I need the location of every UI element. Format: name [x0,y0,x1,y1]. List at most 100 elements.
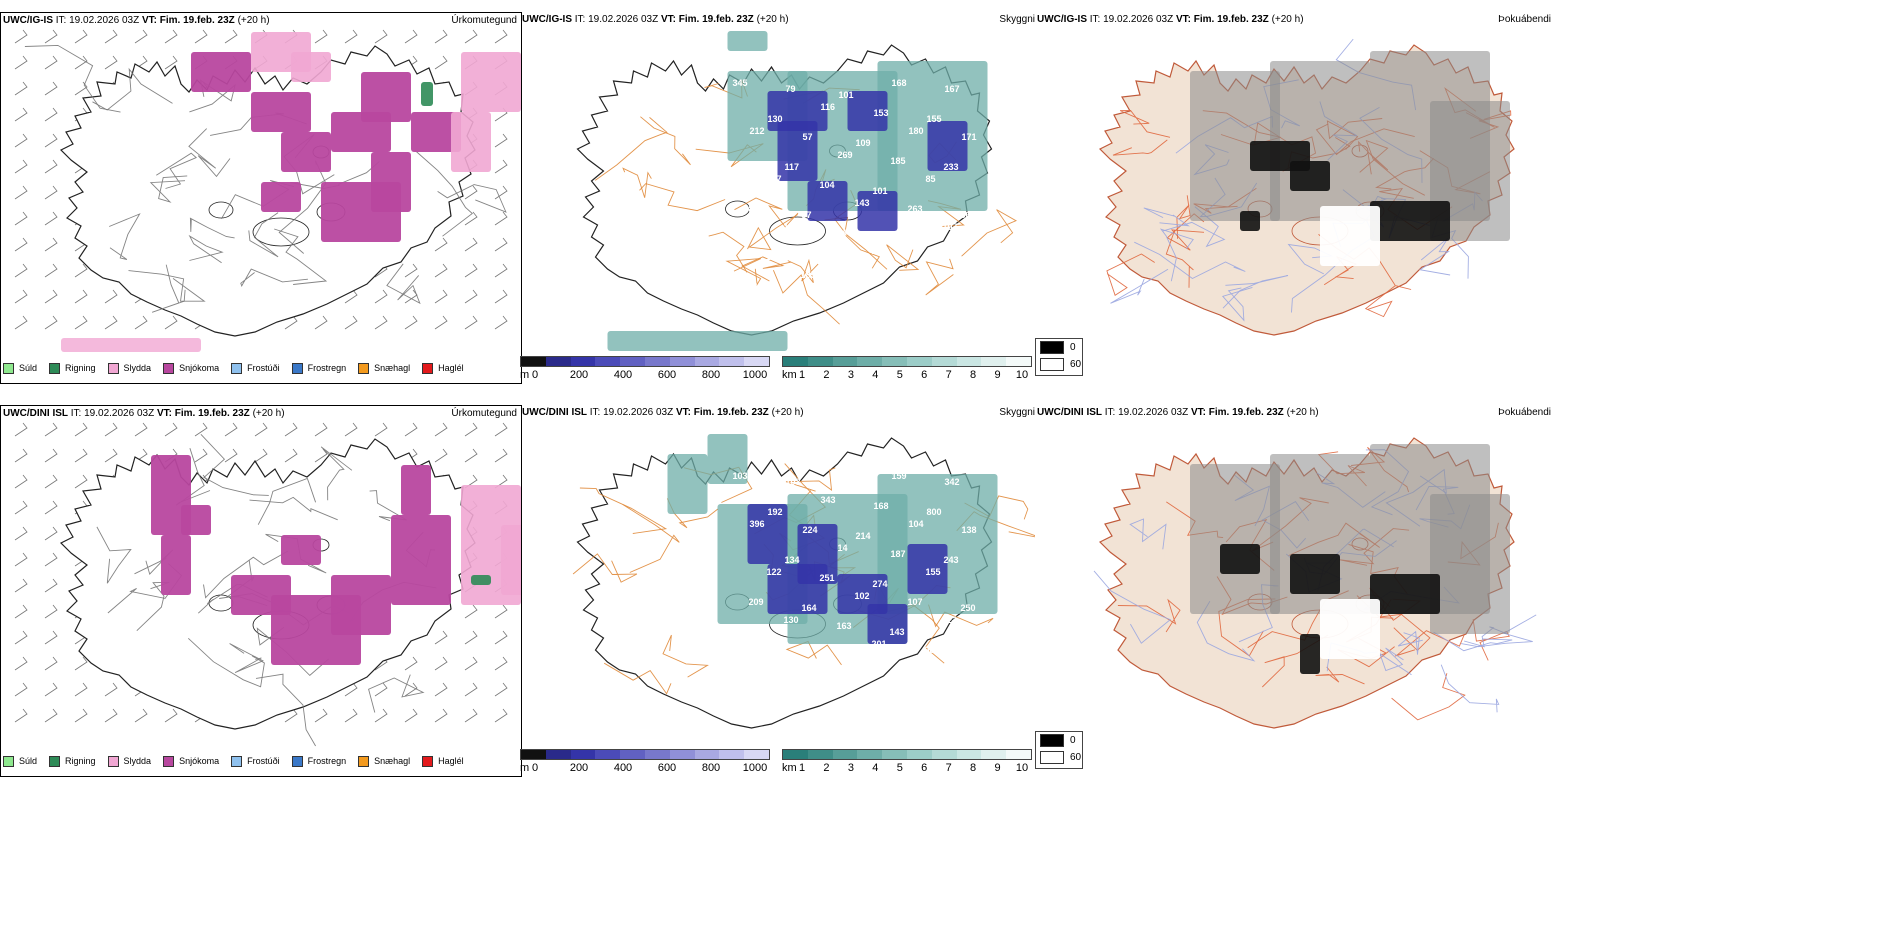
field-title: Skyggni [999,14,1035,25]
visibility-label: 98 [925,645,935,655]
visibility-label: 121 [943,615,958,625]
visibility-label: 233 [944,162,959,172]
legend-swatch [163,362,175,374]
legend-label: Snjókoma [179,363,220,373]
colorbar-cell [545,750,571,759]
legend-label: Haglél [438,363,464,373]
distance-colorbar: km 1 2 3 4 5 6 7 8 9 10 [782,356,1032,381]
panel-header: UWC/IG-IS IT: 19.02.2026 03Z VT: Fim. 19… [522,14,789,25]
visibility-label: 101 [839,90,854,100]
visibility-label: 104 [820,180,835,190]
fog-legend-value: 0 [1070,342,1076,353]
iceland-coastline: 103 103 127 159 342 192 343 168 800 396 224 214 104 1… [572,434,1035,729]
iceland-coastline [1093,437,1537,729]
colorbar-cell [545,357,571,366]
colorbar-tick: 4 [872,369,879,381]
visibility-label: 138 [962,525,977,535]
panel-header: UWC/DINI ISL IT: 19.02.2026 03Z VT: Fim.… [522,407,804,418]
legend-label: Frostregn [307,756,347,766]
visibility-label: 155 [927,114,942,124]
legend-label: Slydda [123,363,152,373]
visibility-label: 274 [873,579,888,589]
colorbar-cell [882,750,907,759]
colorbar-cell [694,750,720,759]
colorbar-tick: 0 [531,762,539,774]
visibility-label: 167 [945,84,960,94]
colorbar-cell [521,750,546,759]
colorbar-strip [520,356,770,367]
colorbar-strip [782,749,1032,760]
visibility-label: 122 [767,567,782,577]
colorbar-tick: 1 [798,369,806,381]
colorbar-tick: 800 [701,369,721,381]
colorbar-tick: 400 [613,762,633,774]
visibility-label: 251 [820,573,835,583]
visibility-label: 153 [874,108,889,118]
legend-item: Súld [3,362,38,374]
visibility-label: 127 [839,483,854,493]
field-title: Þokuábendi [1498,14,1551,25]
legend-label: Slydda [123,756,152,766]
colorbar-unit: km [782,762,797,774]
legend-label: Snæhagl [374,756,411,766]
visibility-label: 79 [786,84,796,94]
colorbar-tick: 0 [531,369,539,381]
precip-legend: Súld Rigning Slydda Snjókoma Frostúði Frostre… [3,750,476,772]
colorbar-cell [807,750,833,759]
visibility-label: 210 [766,645,781,655]
legend-item: Rigning [49,362,96,374]
colorbar-cell [1006,750,1031,759]
visibility-labels: 103 103 127 159 342 192 343 168 800 396 224 214 104 1… [733,471,977,685]
colorbar-tick: 10 [1015,762,1029,774]
fog-legend-item: 60 [1036,749,1082,766]
colorbar-tick: 2 [823,369,830,381]
visibility-label: 143 [855,198,870,208]
colorbar-unit: km [782,369,797,381]
legend-swatch [231,362,243,374]
visibility-label: 109 [856,138,871,148]
colorbar-tick: 2 [823,762,830,774]
precip-map [14,29,521,352]
legend-swatch [163,755,175,767]
visibility-label: 101 [784,222,799,232]
visibility-labels: 345 79 101 168 167 130 116 153 155 212 57 109 180 171… [733,78,977,292]
iceland-coastline [59,433,521,747]
panel-header: UWC/IG-IS IT: 19.02.2026 03Z VT: Fim. 19… [1037,14,1304,25]
panel-header: UWC/IG-IS IT: 19.02.2026 03Z VT: Fim. 19… [3,15,270,26]
colorbar-cell [595,357,621,366]
visibility-label: 163 [837,621,852,631]
visibility-label: 192 [768,507,783,517]
colorbar-cell [906,750,932,759]
visibility-label: 269 [838,150,853,160]
field-title: Skyggni [999,407,1035,418]
colorbar-cell [644,750,670,759]
visibility-label: 224 [803,525,818,535]
visibility-label: 85 [926,174,936,184]
visibility-label: 117 [854,276,869,286]
visibility-label: 167 [767,174,782,184]
visibility-label: 37 [802,210,812,220]
visibility-label: 103 [733,471,748,481]
colorbar-tick: 4 [872,762,879,774]
colorbar-tick: 8 [970,369,977,381]
colorbar-tick: 3 [847,762,854,774]
legend-label: Frostúði [247,756,280,766]
colorbar-tick: 8 [970,762,977,774]
visibility-label: 106 [766,252,781,262]
height-colorbar: m 0 200 400 600 800 1000 [520,749,770,774]
visibility-label: 107 [943,222,958,232]
visibility-label: 343 [821,495,836,505]
colorbar-cell [931,750,957,759]
legend-label: Súld [19,363,38,373]
legend-item: Snjókoma [163,755,219,767]
colorbar-cell [1006,357,1031,366]
fog-legend-item: 60 [1036,356,1082,373]
colorbar-tick: 1000 [742,369,768,381]
colorbar-cell [570,750,596,759]
field-title: Úrkomutegund [451,408,517,419]
legend-swatch [49,362,61,374]
visibility-label: 342 [945,477,960,487]
colorbar-cell [783,357,808,366]
visibility-label: 244 [837,228,852,238]
colorbar-tick: 200 [569,369,589,381]
